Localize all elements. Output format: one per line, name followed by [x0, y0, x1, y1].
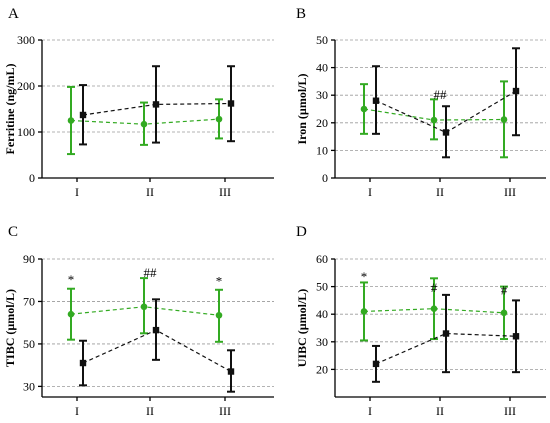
significance-annotation: * — [216, 273, 223, 288]
x-tick-label: I — [368, 185, 372, 199]
x-tick-label: III — [504, 185, 516, 199]
y-axis-title: UIBC (µmol/L) — [295, 289, 309, 368]
data-point — [372, 97, 380, 104]
data-point — [227, 368, 235, 375]
x-tick-label: III — [504, 404, 516, 418]
y-tick-label: 90 — [23, 252, 35, 266]
series-black — [372, 47, 520, 159]
y-axis-title: Iron (µmol/L) — [295, 73, 309, 144]
y-tick-label: 20 — [316, 116, 328, 130]
data-point — [430, 305, 438, 312]
y-tick-label: 70 — [23, 294, 35, 308]
data-point — [79, 111, 87, 119]
panel-letter: B — [296, 6, 306, 22]
y-tick-label: 60 — [316, 252, 328, 266]
x-tick-label: III — [219, 185, 231, 199]
series-black — [79, 65, 235, 146]
data-point — [152, 101, 160, 108]
data-point — [67, 310, 75, 318]
x-tick-label: II — [436, 185, 444, 199]
x-tick-label: II — [146, 185, 154, 199]
data-point — [500, 116, 508, 123]
x-tick-label: II — [146, 404, 154, 418]
y-tick-label: 0 — [29, 171, 35, 185]
panel-letter: D — [296, 224, 307, 240]
x-tick-label: I — [75, 404, 79, 418]
y-tick-label: 50 — [23, 337, 35, 351]
data-point — [140, 303, 148, 311]
y-tick-label: 10 — [316, 143, 328, 157]
data-point — [372, 360, 380, 368]
data-point — [227, 100, 235, 107]
data-point — [430, 116, 438, 124]
y-tick-label: 30 — [23, 379, 35, 393]
series-black — [79, 298, 235, 393]
y-tick-label: 50 — [316, 280, 328, 294]
data-point — [140, 120, 148, 128]
y-tick-label: 200 — [17, 79, 35, 93]
significance-annotation: ## — [144, 265, 158, 280]
significance-annotation: * — [68, 272, 75, 287]
series-green — [360, 80, 508, 159]
data-point — [442, 330, 450, 337]
y-tick-label: 30 — [316, 88, 328, 102]
panel-letter: C — [8, 224, 18, 240]
significance-annotation: ## — [434, 87, 448, 102]
data-point — [215, 311, 223, 319]
y-tick-label: 100 — [17, 125, 35, 139]
y-tick-label: 40 — [316, 307, 328, 321]
y-tick-label: 300 — [17, 33, 35, 47]
data-point — [442, 129, 450, 136]
data-point — [512, 87, 520, 95]
y-axis-title: Ferritine (ng/mL) — [3, 64, 17, 155]
y-tick-label: 30 — [316, 335, 328, 349]
x-tick-label: I — [75, 185, 79, 199]
data-point — [500, 309, 508, 317]
y-tick-label: 50 — [316, 33, 328, 47]
significance-annotation: # — [431, 280, 438, 295]
significance-annotation: * — [361, 269, 368, 284]
x-tick-label: III — [219, 404, 231, 418]
data-point — [152, 326, 160, 334]
data-point — [360, 105, 368, 113]
data-point — [67, 117, 75, 124]
data-point — [512, 333, 520, 340]
y-tick-label: 40 — [316, 61, 328, 75]
x-tick-label: II — [436, 404, 444, 418]
y-axis-title: TIBC (µmol/L) — [3, 289, 17, 367]
panel-letter: A — [8, 6, 19, 22]
x-tick-label: I — [368, 404, 372, 418]
series-green — [67, 85, 223, 156]
series-green — [360, 277, 508, 342]
series-green — [67, 277, 223, 343]
significance-annotation: # — [501, 283, 508, 298]
data-point — [79, 359, 87, 367]
y-tick-label: 0 — [322, 171, 328, 185]
y-tick-label: 20 — [316, 362, 328, 376]
series-black — [372, 293, 520, 383]
data-point — [215, 115, 223, 123]
data-point — [360, 308, 368, 315]
